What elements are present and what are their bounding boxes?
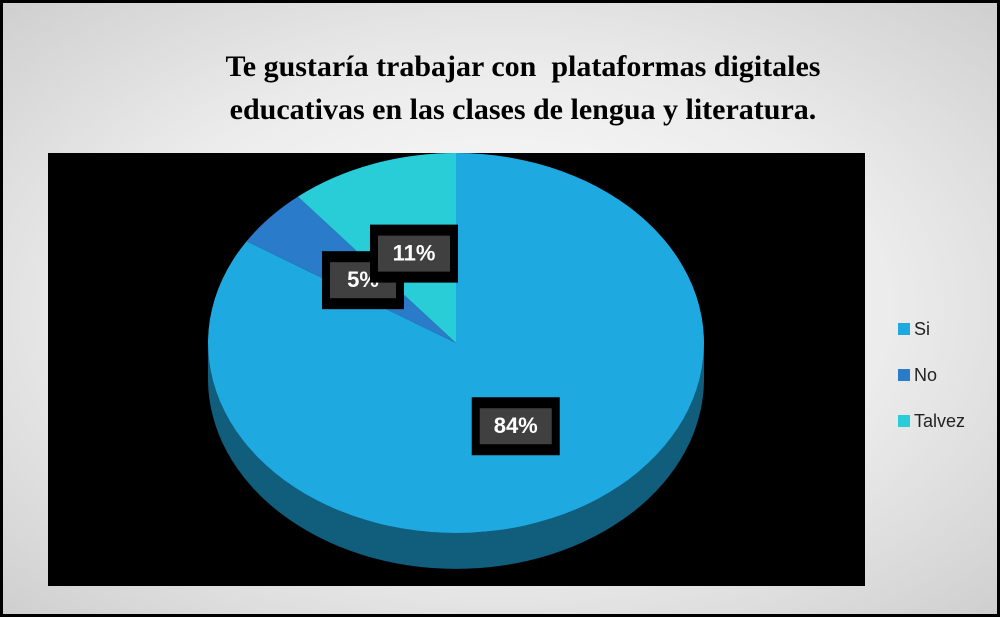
data-label-bg — [479, 408, 552, 445]
legend-swatch — [898, 369, 910, 381]
legend-label: No — [914, 365, 937, 385]
data-label: 11% — [393, 240, 436, 265]
legend-swatch — [898, 323, 910, 335]
legend-label: Si — [914, 319, 930, 339]
legend-swatch — [898, 415, 910, 427]
chart-title: Te gustaría trabajar con plataformas dig… — [225, 50, 828, 126]
data-label: 84% — [494, 413, 538, 438]
data-label-bg — [377, 235, 450, 272]
pie-side — [208, 343, 704, 569]
legend-label: Talvez — [914, 411, 965, 431]
